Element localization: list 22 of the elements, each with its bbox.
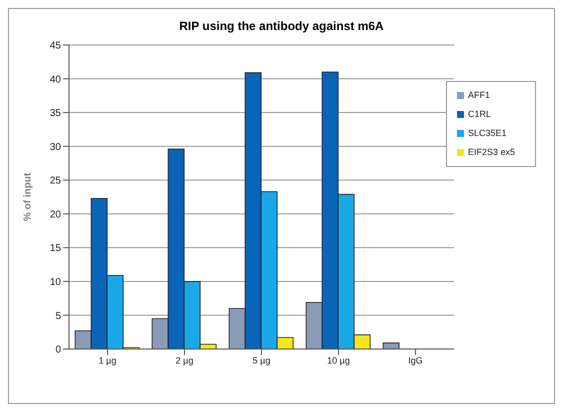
- bar: [382, 342, 400, 349]
- x-tick-label: 5 µg: [252, 355, 270, 366]
- y-tick-label: 40: [50, 74, 62, 86]
- x-tick-label: IgG: [408, 355, 423, 366]
- y-tick-label: 5: [55, 310, 62, 322]
- x-tick-label: 10 µg: [327, 355, 350, 366]
- legend-label: EIF2S3 ex5: [468, 147, 515, 157]
- y-tick-label: 25: [50, 176, 62, 187]
- legend-label: C1RL: [468, 109, 491, 119]
- y-tick-label: 45: [50, 40, 62, 52]
- legend-label: AFF1: [468, 90, 490, 100]
- y-tick-label: 30: [50, 142, 62, 153]
- chart-title: RIP using the antibody against m6A: [178, 19, 385, 33]
- x-tick-label: 2 µg: [176, 355, 194, 366]
- y-tick-label: 10: [50, 276, 62, 288]
- legend-label: SLC35E1: [468, 128, 506, 138]
- y-tick-label: 15: [50, 243, 62, 254]
- y-tick-label: 35: [50, 108, 62, 120]
- y-axis-title: % of input: [22, 172, 34, 222]
- y-tick-label: 0: [55, 344, 62, 356]
- y-tick-label: 20: [50, 209, 62, 220]
- x-tick-label: 1 µg: [98, 355, 116, 366]
